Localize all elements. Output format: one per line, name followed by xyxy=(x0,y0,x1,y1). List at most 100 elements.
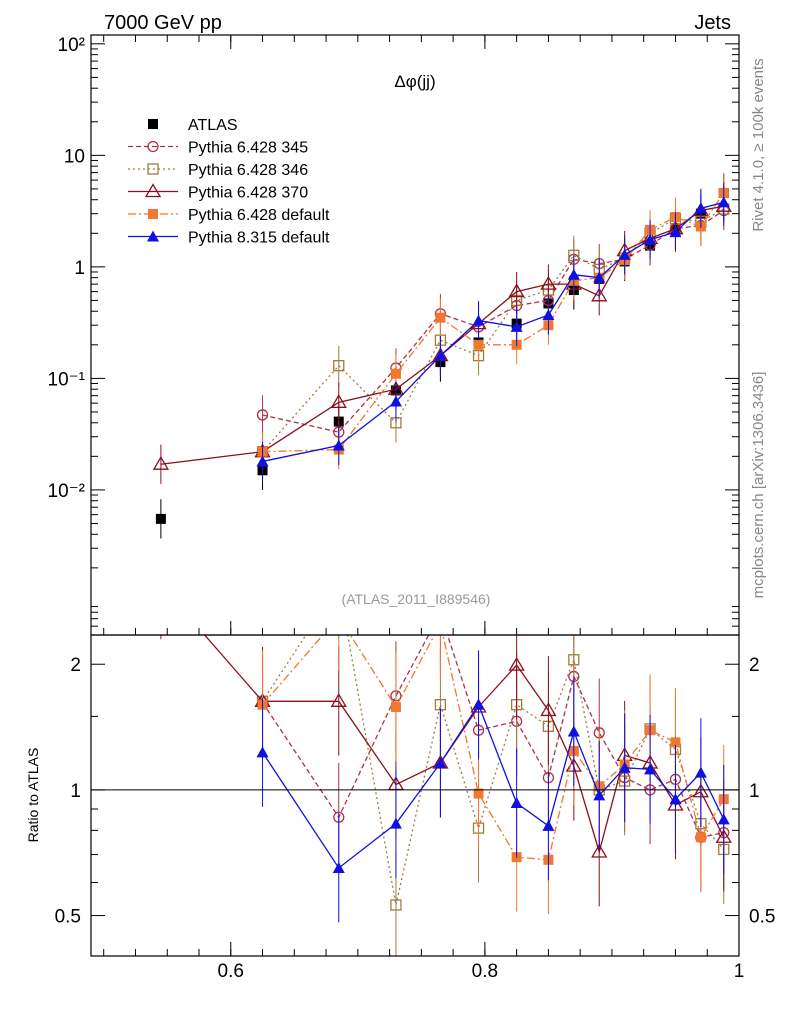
data-point-p8def xyxy=(510,320,523,332)
data-point-p370 xyxy=(540,275,557,290)
ratio-line-p8def xyxy=(261,703,725,869)
ratio-point-p8def xyxy=(434,756,447,768)
y-tick-label: 10⁻² xyxy=(48,481,86,502)
legend-label: Pythia 6.428 346 xyxy=(188,162,308,179)
ratio-point-p6def xyxy=(473,788,484,799)
data-point-p6def xyxy=(435,312,446,323)
data-point-p8def xyxy=(567,268,580,280)
data-point-p6def xyxy=(390,368,401,379)
ratio-point-p8def xyxy=(593,789,606,801)
ratio-point-p8def xyxy=(694,766,707,778)
chart-title: Δφ(jj) xyxy=(394,72,435,91)
ratio-point-p370 xyxy=(330,693,347,707)
ratio-point-p345 xyxy=(435,608,445,618)
ratio-tick-label-left: 0.5 xyxy=(55,907,81,928)
legend-label: Pythia 6.428 370 xyxy=(188,185,308,202)
data-point-p370 xyxy=(152,455,170,470)
ratio-point-p370 xyxy=(540,702,557,717)
y-tick-label: 1 xyxy=(74,258,85,279)
data-point-p8def xyxy=(669,226,682,238)
ratio-axis-label: Ratio to ATLAS xyxy=(25,748,41,843)
data-point-p8def xyxy=(542,309,555,321)
x-tick-label: 0.6 xyxy=(218,961,244,982)
data-point-p6def xyxy=(473,339,484,350)
data-point-p8def xyxy=(694,202,707,214)
data-point-p370 xyxy=(591,287,608,302)
ratio-tick-label-right: 0.5 xyxy=(749,907,775,928)
legend-label: ATLAS xyxy=(188,117,238,134)
legend-marker xyxy=(144,183,162,198)
ratio-line-p6def xyxy=(262,635,725,861)
ratio-point-p8def xyxy=(472,698,485,710)
ratio-line-p345 xyxy=(261,635,724,839)
ratio-tick-label-right: 2 xyxy=(749,655,760,676)
data-point-p370 xyxy=(508,283,525,298)
data-point-p8def xyxy=(332,439,345,451)
data-point-p8def xyxy=(644,233,657,245)
legend-marker xyxy=(147,163,159,175)
ratio-tick-label-left: 1 xyxy=(70,781,81,802)
ratio-point-p8def xyxy=(644,763,657,775)
x-tick-label: 1 xyxy=(734,961,745,982)
legend-entry-p6def: Pythia 6.428 default xyxy=(128,207,330,224)
rivet-version-label: Rivet 4.1.0, ≥ 100k events xyxy=(750,58,767,231)
data-point-p346 xyxy=(333,360,345,372)
legend-marker xyxy=(147,230,159,242)
ratio-point-p8def xyxy=(389,817,402,829)
ratio-point-p346 xyxy=(568,654,580,666)
legend-marker xyxy=(148,119,158,129)
ratio-point-p8def xyxy=(669,793,682,805)
y-tick-label: 10⁻¹ xyxy=(48,369,86,390)
x-tick-label: 0.8 xyxy=(472,961,498,982)
ratio-point-p8def xyxy=(542,819,555,831)
legend-label: Pythia 6.428 default xyxy=(188,207,330,224)
ratio-point-p6def xyxy=(670,737,681,748)
series-line-p8def xyxy=(262,201,724,463)
ratio-point-p6def xyxy=(334,612,344,622)
data-point-p370 xyxy=(330,394,347,408)
legend-label: Pythia 8.315 default xyxy=(188,230,330,247)
data-point-p8def xyxy=(717,196,730,208)
ratio-point-p370 xyxy=(508,656,525,671)
legend-entry-p345: Pythia 6.428 345 xyxy=(128,140,308,157)
mcplots-reference-label: mcplots.cern.ch [arXiv:1306.3436] xyxy=(750,372,767,599)
ratio-point-p8def xyxy=(618,761,631,773)
analysis-tag: (ATLAS_2011_I889546) xyxy=(342,591,491,607)
legend-marker xyxy=(147,140,159,153)
legend-entry-p8def: Pythia 8.315 default xyxy=(128,230,330,247)
ratio-point-p6def xyxy=(435,619,445,629)
main-series-group xyxy=(152,173,732,539)
y-tick-label: 10² xyxy=(58,35,85,56)
legend-entry-p370: Pythia 6.428 370 xyxy=(128,183,308,202)
ratio-tick-label-right: 1 xyxy=(749,781,760,802)
ratio-point-p8def xyxy=(567,725,580,737)
ratio-point-p370 xyxy=(154,578,168,590)
legend-marker xyxy=(148,209,158,219)
y-tick-label: 10 xyxy=(64,146,85,167)
data-point-p8def xyxy=(593,271,606,283)
ratio-point-p8def xyxy=(510,797,523,809)
data-point-p8def xyxy=(618,248,631,260)
data-point-atlas xyxy=(155,513,166,524)
legend-entry-atlas: ATLAS xyxy=(148,117,238,134)
legend-label: Pythia 6.428 345 xyxy=(188,140,308,157)
legend-entry-p346: Pythia 6.428 346 xyxy=(128,162,308,179)
ratio-point-p8def xyxy=(332,861,345,873)
header-right: Jets xyxy=(694,12,731,34)
ratio-line-p370 xyxy=(203,635,725,855)
ratio-point-p6def xyxy=(695,832,706,843)
ratio-frame xyxy=(90,634,740,957)
ratio-point-p6def xyxy=(390,701,401,712)
data-point-p8def xyxy=(256,455,269,467)
data-point-p8def xyxy=(434,349,447,361)
data-point-p345 xyxy=(256,409,269,421)
header-left: 7000 GeV pp xyxy=(104,12,222,34)
data-point-p8def xyxy=(389,395,402,407)
data-point-p8def xyxy=(472,314,485,326)
ratio-point-p346 xyxy=(390,899,402,911)
ratio-tick-label-left: 2 xyxy=(70,655,81,676)
ratio-point-p8def xyxy=(256,746,269,758)
ratio-point-p8def xyxy=(717,813,730,825)
ratio-point-p370 xyxy=(591,843,608,858)
